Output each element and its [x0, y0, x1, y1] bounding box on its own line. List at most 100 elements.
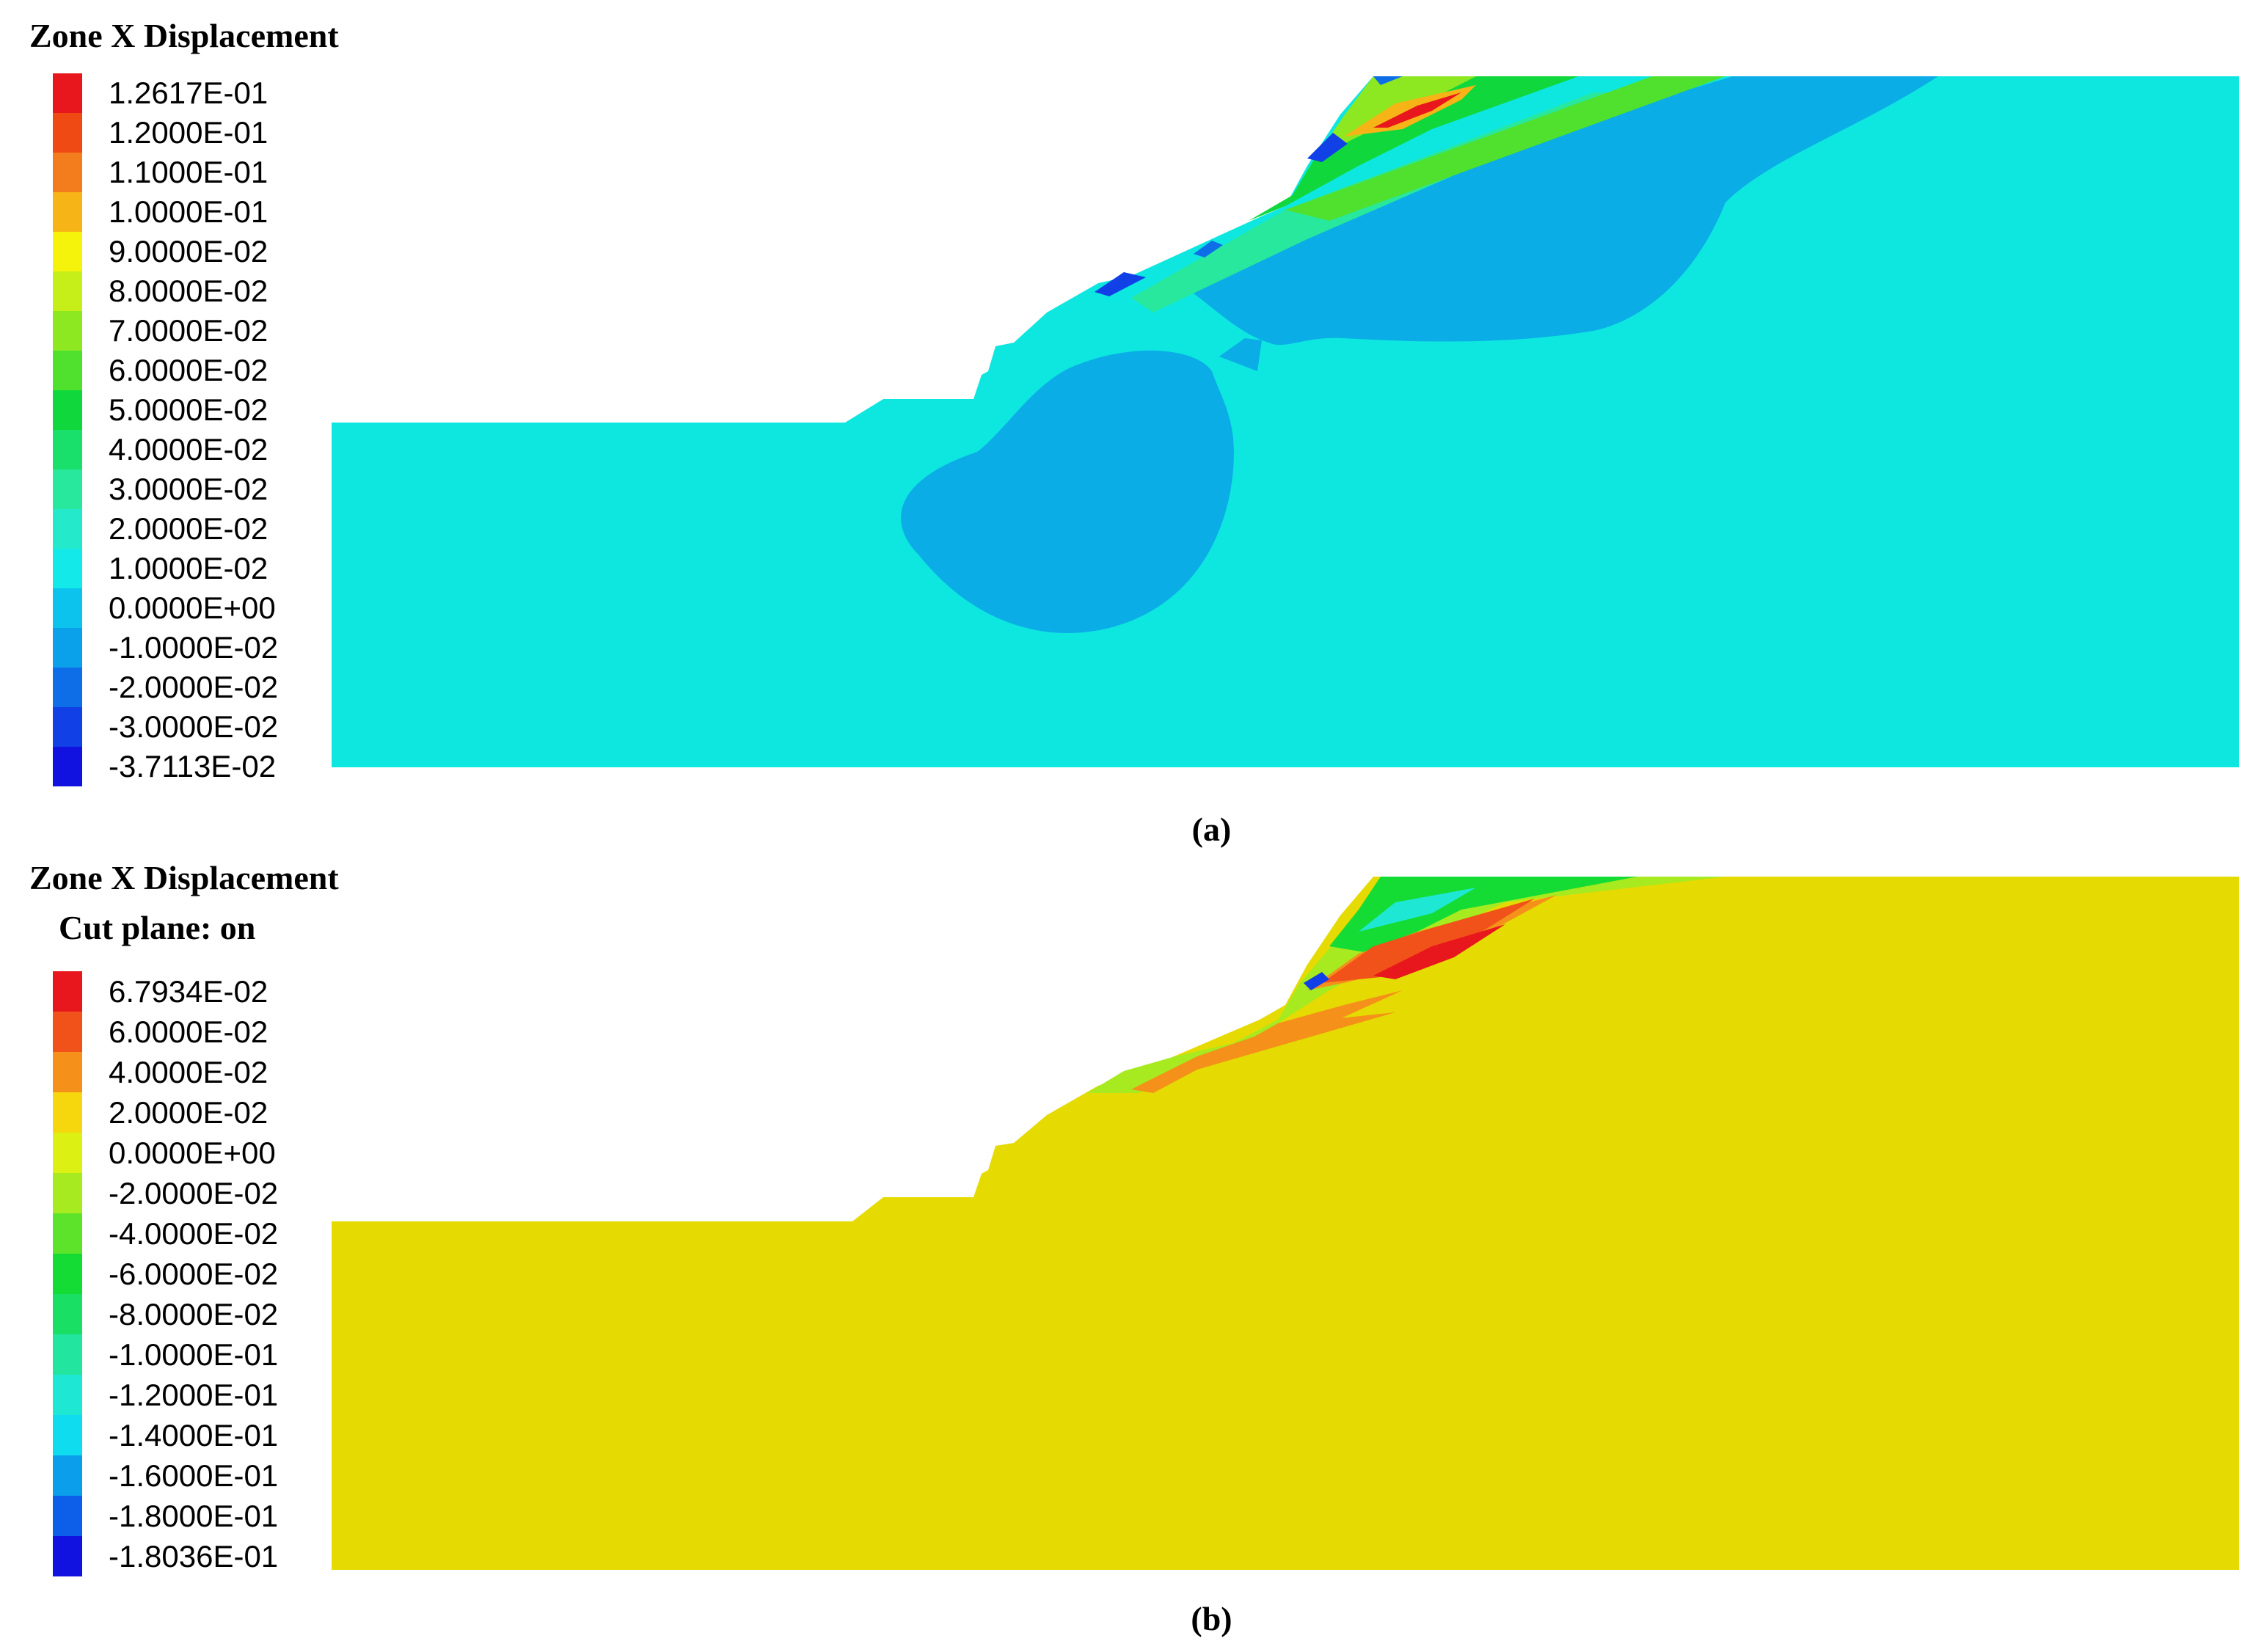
legend-label: 1.1000E-01 [109, 155, 268, 189]
legend-swatch [53, 113, 82, 153]
legend-swatch [53, 351, 82, 390]
legend-label: -8.0000E-02 [109, 1296, 279, 1331]
legend-swatch [53, 1052, 82, 1092]
legend-swatch [53, 430, 82, 469]
legend-label: 0.0000E+00 [109, 1135, 276, 1170]
legend-entry: 6.0000E-02 [53, 1012, 268, 1052]
legend-entry: 2.0000E-02 [53, 509, 268, 549]
legend-swatch [53, 509, 82, 549]
legend-label: 1.0000E-01 [109, 194, 268, 229]
legend-label: 2.0000E-02 [109, 1094, 268, 1130]
legend-swatch [53, 271, 82, 311]
legend-label: 8.0000E-02 [109, 274, 268, 308]
legend-swatch [53, 311, 82, 351]
caption-a: (a) [1191, 811, 1232, 848]
legend-label: -2.0000E-02 [109, 1175, 279, 1210]
color-legend: 6.7934E-02 6.0000E-02 4.0000E-02 2.0000E-02… [53, 971, 278, 1576]
shear-band-2 [1285, 76, 1725, 221]
legend-swatch [53, 1294, 82, 1334]
legend-label: -1.8000E-01 [109, 1498, 279, 1533]
slope-face-zone [1087, 877, 1725, 1093]
legend-entry: -1.0000E-02 [53, 628, 278, 668]
legend-entry: -8.0000E-02 [53, 1294, 278, 1334]
blue-edge [1307, 133, 1348, 162]
legend-label: 2.0000E-02 [109, 511, 268, 546]
legend-label: 1.2000E-01 [109, 115, 268, 150]
legend-swatch [53, 1092, 82, 1133]
peak-zone-inner [1373, 92, 1461, 128]
negative-zone-upper [1190, 76, 1938, 346]
legend-entry: -4.0000E-02 [53, 1213, 278, 1254]
slope-body [332, 76, 2239, 767]
legend-swatch [53, 390, 82, 430]
negative-zone-neck [1219, 338, 1262, 371]
legend-entry: -1.4000E-01 [53, 1415, 278, 1455]
legend-title: Zone X Displacement [29, 859, 339, 896]
legend-entry: -3.0000E-02 [53, 707, 278, 747]
legend-swatch [53, 1455, 82, 1496]
legend-label: 4.0000E-02 [109, 432, 268, 467]
legend-entry: -1.6000E-01 [53, 1455, 278, 1496]
legend-entry: -6.0000E-02 [53, 1254, 278, 1294]
legend-swatch [53, 971, 82, 1012]
legend-label: -1.0000E-01 [109, 1337, 279, 1372]
blue-edge-2 [1095, 272, 1146, 296]
legend-entry: 3.0000E-02 [53, 469, 268, 509]
legend-entry: -1.0000E-01 [53, 1334, 278, 1375]
legend-entry: 2.0000E-02 [53, 1092, 268, 1133]
legend-entry: 6.0000E-02 [53, 351, 268, 390]
legend-label: -3.0000E-02 [109, 709, 279, 744]
legend-label: -1.6000E-01 [109, 1458, 279, 1493]
legend-swatch [53, 1496, 82, 1536]
legend-swatch [53, 1334, 82, 1375]
legend-swatch [53, 1213, 82, 1254]
legend-swatch [53, 707, 82, 747]
displacement-contour-plot [332, 877, 2239, 1570]
legend-swatch [53, 73, 82, 113]
legend-entry: -1.8036E-01 [53, 1536, 278, 1576]
legend-label: 6.0000E-02 [109, 1014, 268, 1049]
legend-swatch [53, 232, 82, 271]
legend-swatch [53, 1415, 82, 1455]
legend-swatch [53, 1375, 82, 1415]
legend-entry: 6.7934E-02 [53, 971, 268, 1012]
legend-entry: 8.0000E-02 [53, 271, 268, 311]
legend-label: 4.0000E-02 [109, 1054, 268, 1089]
legend-entry: -3.7113E-02 [53, 747, 276, 786]
legend-label: 5.0000E-02 [109, 392, 268, 427]
legend-entry: 1.2617E-01 [53, 73, 268, 113]
legend-label: -6.0000E-02 [109, 1256, 279, 1291]
negative-zone-lower [901, 350, 1234, 633]
legend-swatch [53, 628, 82, 668]
legend-entry: 7.0000E-02 [53, 311, 268, 351]
orange-band-upper [1219, 990, 1403, 1056]
legend-swatch [53, 192, 82, 232]
slope-face-zone-2 [1329, 877, 1637, 954]
legend-label: 6.0000E-02 [109, 353, 268, 387]
legend-entry: 1.2000E-01 [53, 113, 268, 153]
legend-label: 6.7934E-02 [109, 973, 268, 1009]
legend-entry: 4.0000E-02 [53, 1052, 268, 1092]
legend-entry: -2.0000E-02 [53, 668, 278, 707]
legend-label: -1.2000E-01 [109, 1377, 279, 1412]
legend-label: -4.0000E-02 [109, 1216, 279, 1251]
legend-entry: 1.0000E-01 [53, 192, 268, 232]
legend-label: -1.0000E-02 [109, 630, 279, 665]
legend-label: -3.7113E-02 [109, 749, 277, 783]
legend-swatch [53, 469, 82, 509]
legend-label: -2.0000E-02 [109, 670, 279, 704]
legend-entry: 0.0000E+00 [53, 588, 276, 628]
legend-swatch [53, 668, 82, 707]
legend-swatch [53, 1536, 82, 1576]
orange-band [1131, 1012, 1395, 1093]
legend-swatch [53, 747, 82, 786]
displacement-contour-plot [332, 76, 2239, 767]
legend-label: 1.2617E-01 [109, 76, 268, 110]
legend-subtitle: Cut plane: on [59, 909, 256, 946]
legend-entry: 4.0000E-02 [53, 430, 268, 469]
legend-title: Zone X Displacement [29, 17, 339, 54]
legend-entry: 9.0000E-02 [53, 232, 268, 271]
legend-label: 7.0000E-02 [109, 313, 268, 348]
panel-a: Zone X Displacement 1.2617E-01 1.2000E-01… [29, 17, 2239, 848]
slope-body [332, 877, 2239, 1570]
